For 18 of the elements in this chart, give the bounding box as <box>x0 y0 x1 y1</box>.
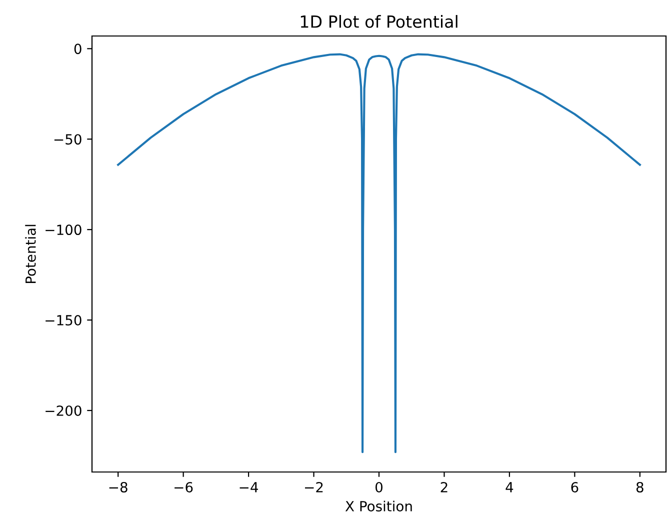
y-tick-label: −150 <box>46 315 82 326</box>
x-axis-title: X Position <box>345 500 412 512</box>
x-tick-label: −4 <box>240 482 258 492</box>
x-tick-label: 8 <box>636 482 644 492</box>
x-tick-label: 6 <box>571 482 578 492</box>
x-tick-label: −6 <box>174 482 193 492</box>
y-axis-title: Potential <box>25 224 36 284</box>
y-tick-label: −100 <box>46 224 82 236</box>
y-tick-label: 0 <box>74 44 82 54</box>
chart-title: 1D Plot of Potential <box>300 15 458 28</box>
line-series <box>117 53 641 454</box>
x-tick-label: −2 <box>305 482 323 492</box>
y-tick-label: −200 <box>46 405 82 416</box>
x-tick-label: 0 <box>375 482 382 492</box>
x-tick-label: 2 <box>440 482 448 492</box>
x-tick-label: −8 <box>109 482 128 492</box>
x-tick-label: 4 <box>506 482 514 492</box>
y-tick-label: −50 <box>54 134 82 145</box>
